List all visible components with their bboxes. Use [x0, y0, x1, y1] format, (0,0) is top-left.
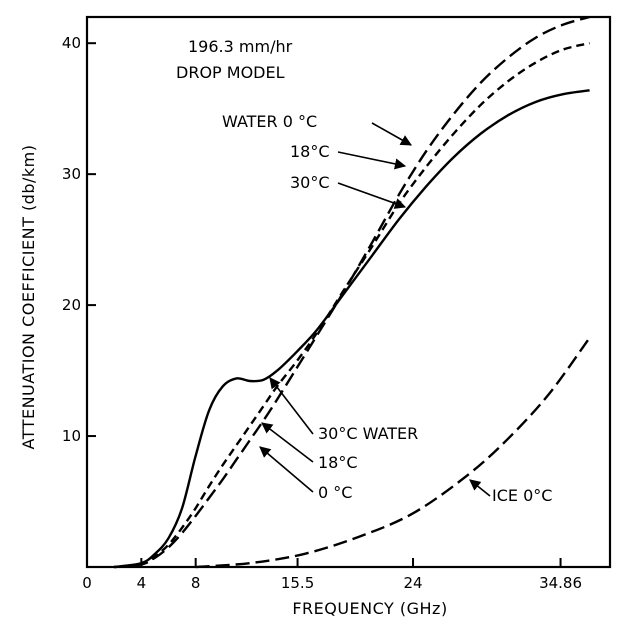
leader-arrow — [371, 122, 412, 146]
x-axis-ticks: 0 4 8 15.5 24 34.86 — [82, 558, 582, 592]
series-water-0c — [114, 15, 590, 569]
series-water-18c — [114, 42, 590, 569]
leader-arrow — [469, 479, 491, 497]
annotation-water-18c: 18°C — [290, 142, 330, 161]
leader-arrow — [337, 151, 407, 170]
chart-subtitle: DROP MODEL — [176, 63, 285, 82]
y-tick-label: 10 — [62, 427, 81, 445]
x-tick-label: 34.86 — [539, 574, 582, 592]
leader-arrow — [269, 377, 314, 435]
annotation-low-30c-water: 30°C WATER — [318, 424, 418, 443]
leader-arrow — [259, 446, 314, 493]
annotation-low-18c: 18°C — [318, 453, 358, 472]
leader-arrow — [337, 182, 407, 209]
y-tick-label: 40 — [62, 34, 81, 52]
x-axis-label: FREQUENCY (GHz) — [292, 599, 447, 618]
series-water-30c — [114, 89, 590, 569]
x-tick-label: 0 — [82, 574, 92, 592]
plot-frame — [85, 15, 612, 569]
x-tick-label: 4 — [137, 574, 147, 592]
x-tick-label: 8 — [191, 574, 201, 592]
annotation-ice-0c: ICE 0°C — [492, 486, 552, 505]
chart-title: 196.3 mm/hr — [188, 37, 293, 56]
annotation-low-0c: 0 °C — [318, 483, 352, 502]
y-tick-label: 30 — [62, 165, 81, 183]
x-tick-label: 15.5 — [281, 574, 314, 592]
leader-arrow — [261, 422, 314, 463]
x-tick-label: 24 — [403, 574, 422, 592]
annotation-arrows — [259, 122, 491, 497]
annotation-water-30c: 30°C — [290, 173, 330, 192]
series-ice-0c — [195, 337, 591, 569]
annotation-water-0c: WATER 0 °C — [222, 112, 317, 131]
y-axis-ticks: 10 20 30 40 — [62, 34, 96, 568]
y-axis-label: ATTENUATION COEFFICIENT (db/km) — [19, 145, 38, 450]
series-group — [114, 15, 591, 569]
y-tick-label: 20 — [62, 296, 81, 314]
